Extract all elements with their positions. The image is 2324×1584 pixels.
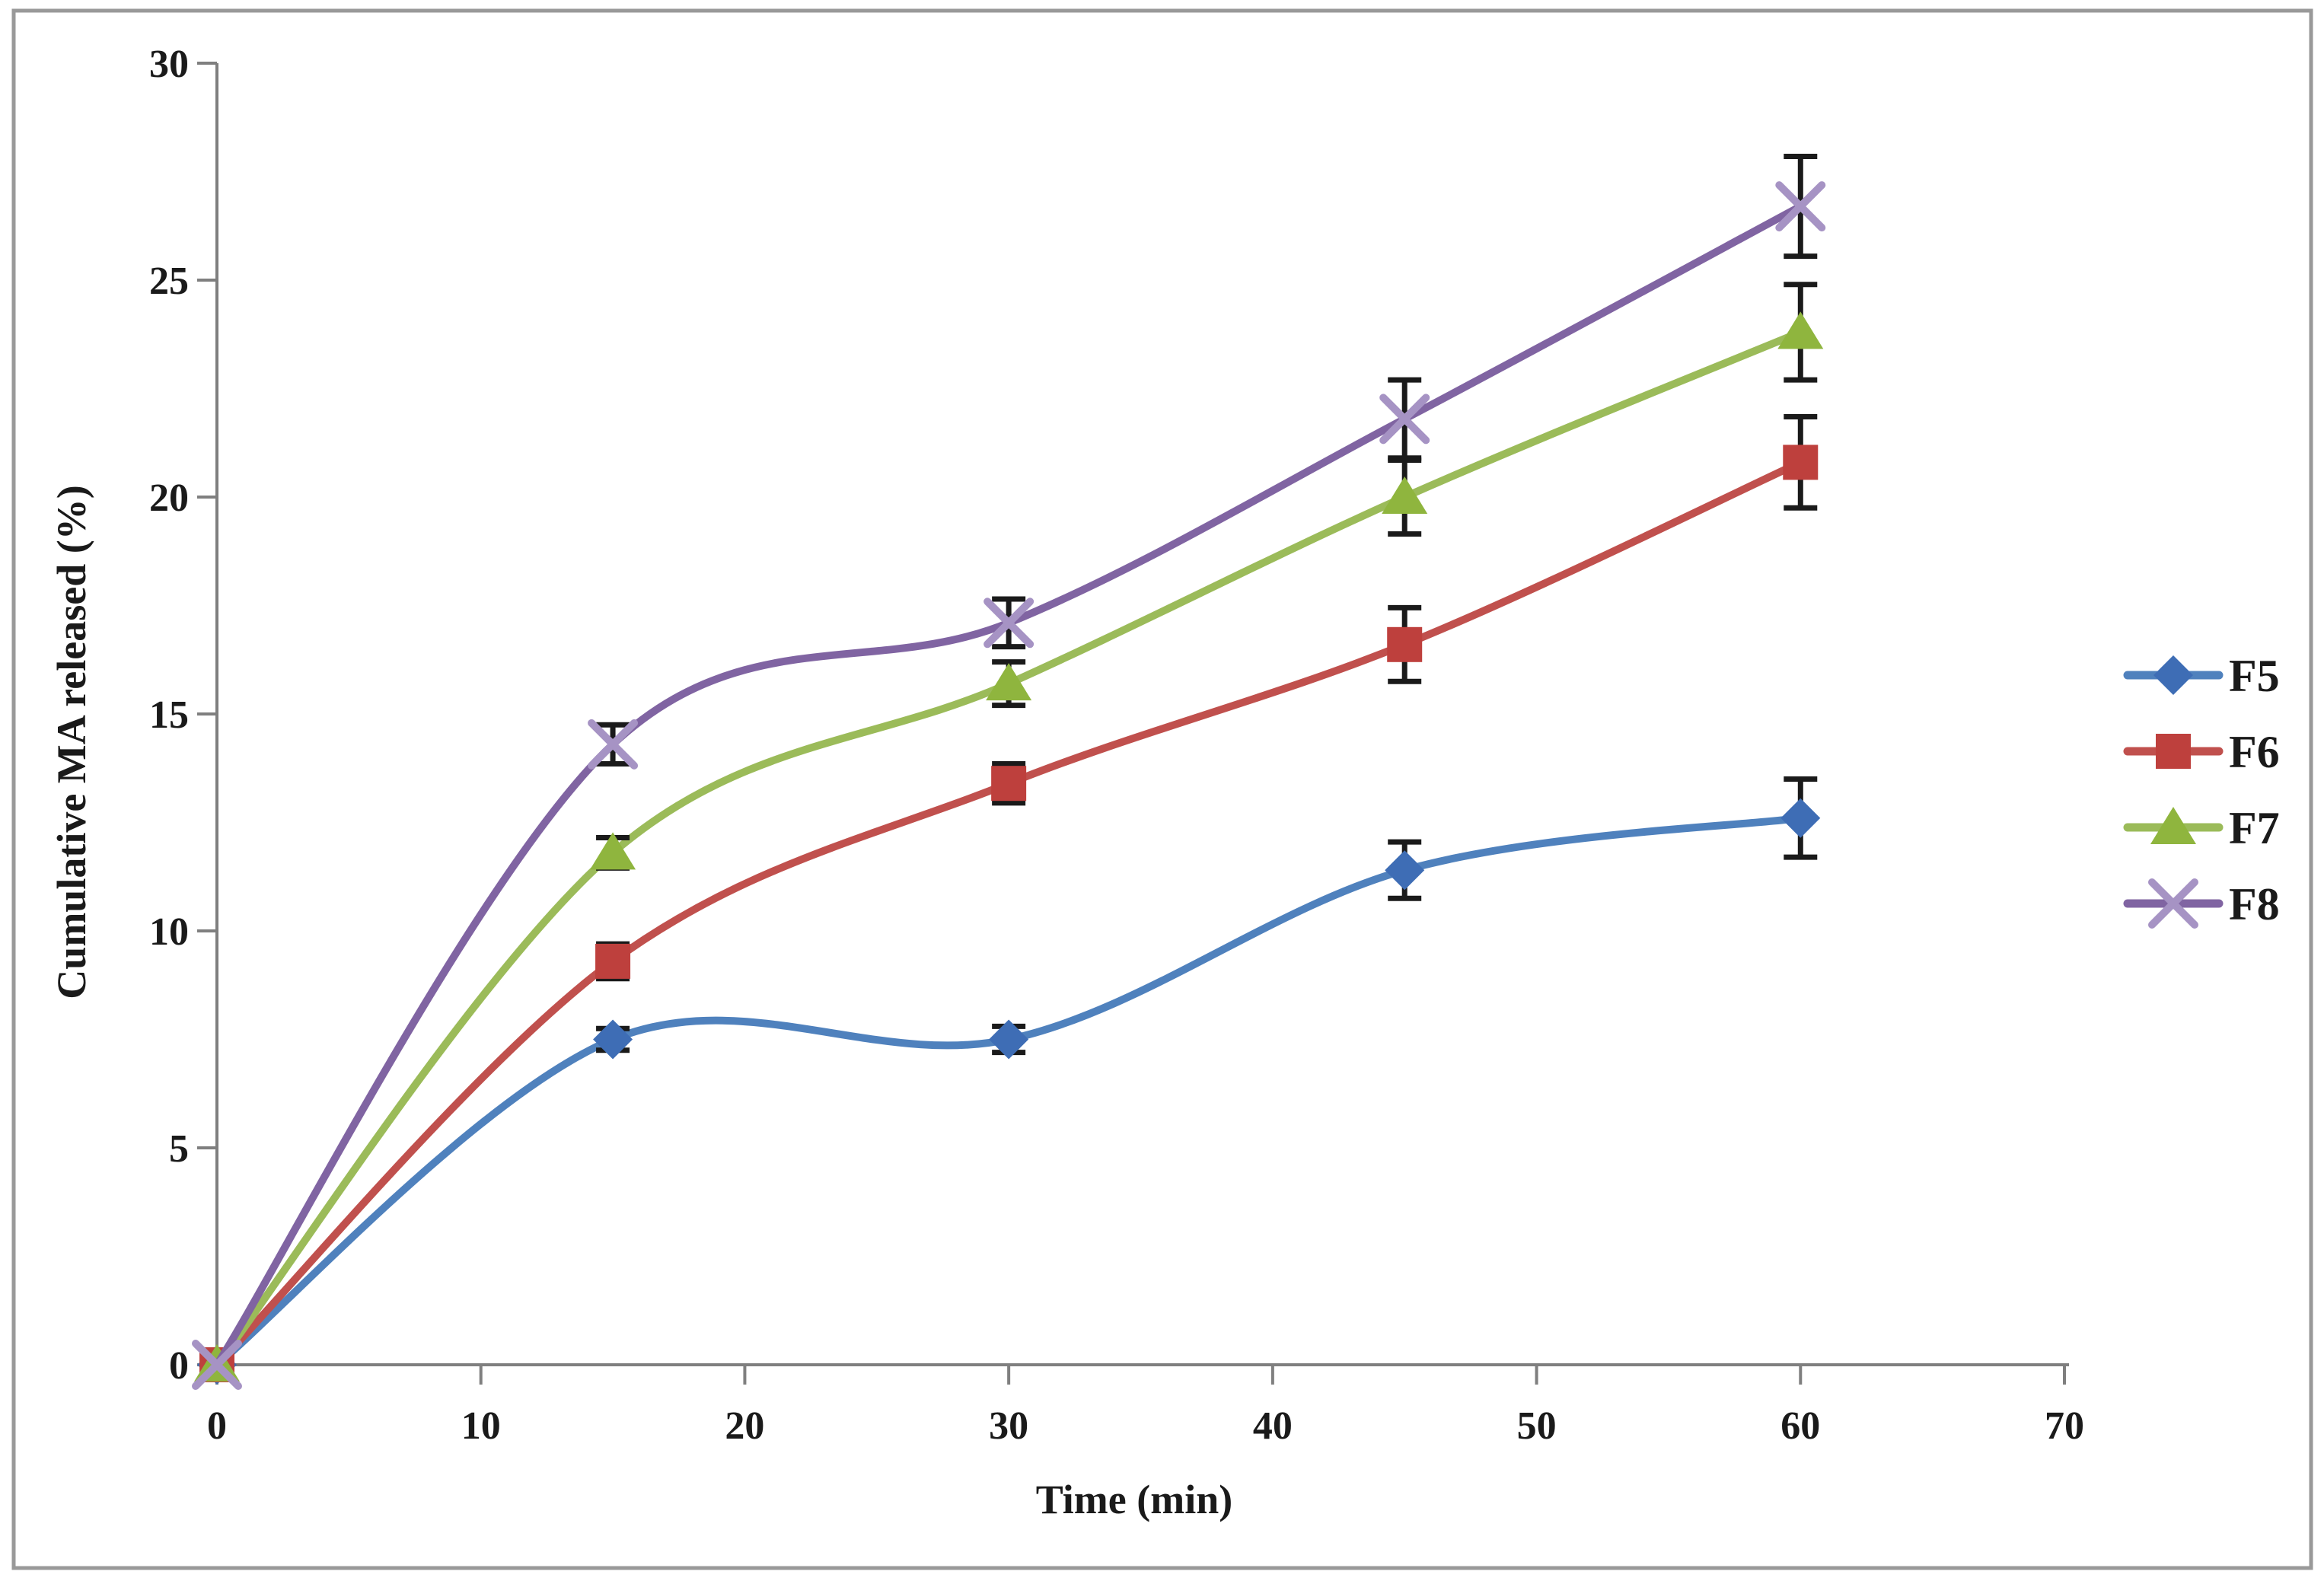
x-tick-label: 40 <box>1253 1404 1293 1448</box>
marker-F7 <box>1777 311 1824 349</box>
series-line-F8 <box>213 202 1805 1369</box>
marker-F7 <box>986 663 1032 701</box>
marker-F5 <box>1385 850 1425 891</box>
marker-F5 <box>989 1019 1029 1060</box>
x-tick-label: 20 <box>725 1404 764 1448</box>
legend-item-F6: F6 <box>2123 727 2280 777</box>
marker-F5 <box>1780 798 1821 838</box>
y-tick-label: 5 <box>169 1127 189 1171</box>
marker-legend-F7 <box>2150 807 2196 844</box>
plot-area <box>192 154 1826 1390</box>
y-tick-label: 30 <box>149 43 189 86</box>
marker-F6 <box>991 766 1027 802</box>
x-tick-label: 60 <box>1780 1404 1820 1448</box>
series-line-F6 <box>213 458 1805 1369</box>
marker-legend-F8 <box>2148 878 2198 929</box>
marker-F7 <box>590 832 636 870</box>
y-tick-label: 25 <box>149 260 189 303</box>
legend-label-F5: F5 <box>2229 651 2280 701</box>
x-tick-label: 10 <box>461 1404 501 1448</box>
x-axis-title: Time (min) <box>1036 1477 1232 1522</box>
y-tick-label: 15 <box>149 693 189 737</box>
figure-border <box>11 8 2313 1570</box>
marker-F8 <box>192 1340 242 1390</box>
legend-item-F5: F5 <box>2123 651 2280 701</box>
y-tick-label: 10 <box>149 910 189 954</box>
series-line-F7 <box>213 328 1805 1369</box>
legend-label-F6: F6 <box>2229 727 2280 777</box>
marker-F7 <box>1382 476 1428 514</box>
x-tick-label: 0 <box>207 1404 227 1448</box>
y-axis-title: Cumulative MA released (%) <box>49 485 94 999</box>
legend-item-F7: F7 <box>2123 803 2280 853</box>
marker-F8 <box>983 598 1034 649</box>
marker-F8 <box>1379 394 1430 445</box>
marker-F6 <box>1387 626 1423 662</box>
legend: F5 F6 F7 F8 <box>2123 651 2280 929</box>
y-tick-label: 20 <box>149 476 189 520</box>
marker-legend-F5 <box>2153 655 2193 695</box>
marker-legend-F6 <box>2156 734 2191 769</box>
marker-F6 <box>595 943 631 979</box>
legend-label-F8: F8 <box>2229 879 2280 929</box>
legend-item-F8: F8 <box>2123 878 2280 929</box>
series-line-F5 <box>213 814 1805 1369</box>
legend-label-F7: F7 <box>2229 803 2280 853</box>
x-tick-label: 50 <box>1517 1404 1557 1448</box>
marker-F8 <box>1775 181 1826 232</box>
marker-F8 <box>588 719 639 770</box>
x-tick-label: 30 <box>989 1404 1028 1448</box>
axes: 0 5 10 15 20 25 30 0 10 20 30 40 50 60 70 <box>149 43 2084 1448</box>
marker-F5 <box>593 1019 633 1060</box>
y-tick-label: 0 <box>169 1344 189 1388</box>
x-tick-label: 70 <box>2045 1404 2084 1448</box>
marker-F6 <box>1783 445 1819 480</box>
